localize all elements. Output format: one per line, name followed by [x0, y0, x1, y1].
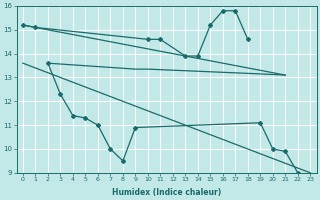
X-axis label: Humidex (Indice chaleur): Humidex (Indice chaleur): [112, 188, 221, 197]
